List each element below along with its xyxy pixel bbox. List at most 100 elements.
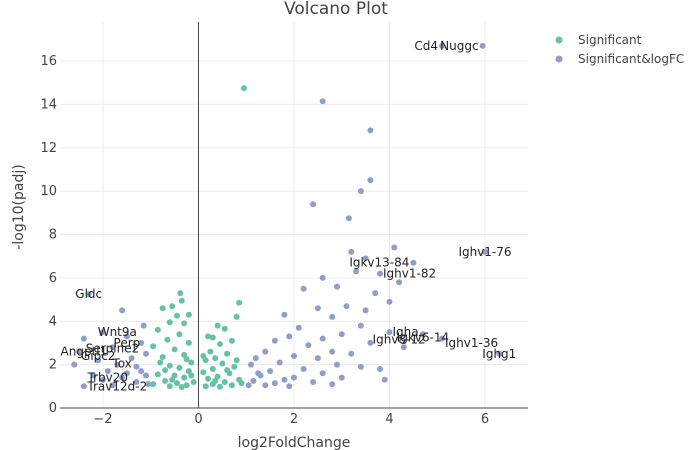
point-significant (214, 322, 221, 329)
point-significant-logfc (305, 342, 312, 349)
point-significant (200, 369, 207, 376)
point-significant-logfc (133, 363, 140, 370)
point-significant (224, 350, 231, 357)
point-significant-logfc (362, 307, 369, 314)
y-tick-label: 4 (49, 314, 57, 329)
gene-label: Ighv1-82 (383, 267, 436, 281)
gene-label: Gipc2 (81, 349, 115, 363)
point-significant (166, 362, 173, 369)
legend-item[interactable]: Significant&logFC (555, 52, 685, 66)
point-significant (150, 343, 157, 350)
point-significant-logfc (100, 329, 106, 336)
point-significant (188, 372, 195, 379)
point-significant (207, 348, 214, 355)
gene-label: Igha (393, 325, 419, 339)
point-significant-logfc (479, 42, 486, 49)
point-significant (150, 381, 157, 388)
point-significant-logfc (357, 363, 364, 370)
point-significant (221, 325, 228, 332)
y-tick-label: 2 (49, 358, 57, 373)
point-significant-logfc (100, 376, 106, 383)
point-significant-logfc (367, 127, 374, 134)
point-significant-logfc (138, 339, 145, 346)
gene-label: Ighv8-12 (373, 333, 426, 347)
gene-label: Tox (111, 357, 131, 371)
point-significant (185, 368, 192, 375)
point-significant-logfc (353, 268, 360, 275)
point-significant-logfc (138, 368, 145, 375)
point-significant-logfc (250, 377, 257, 384)
point-significant-logfc (90, 372, 97, 379)
legend-label: Significant&logFC (578, 52, 684, 66)
gene-label: Wnt9a (98, 325, 137, 339)
point-significant (159, 305, 166, 312)
point-significant-logfc (248, 361, 254, 368)
point-significant-logfc (372, 290, 379, 297)
legend-item[interactable]: Significant (555, 33, 642, 47)
point-significant-logfc (286, 383, 293, 390)
point-significant (174, 380, 180, 387)
point-significant-logfc (310, 201, 317, 208)
point-significant-logfc (109, 344, 116, 351)
point-significant (181, 374, 188, 381)
y-tick-label: 6 (49, 271, 57, 286)
point-significant-logfc (357, 322, 364, 329)
point-significant-logfc (362, 255, 369, 262)
point-significant-logfc (314, 355, 321, 362)
point-significant-logfc (496, 350, 503, 357)
gene-label: Ighv1-76 (458, 245, 511, 259)
gene-label: Trbv20 (87, 371, 129, 385)
point-significant (233, 313, 240, 320)
point-significant (228, 382, 235, 389)
point-significant (228, 337, 235, 344)
point-significant (178, 297, 185, 304)
point-significant (177, 290, 184, 297)
point-significant (166, 319, 173, 326)
point-significant-logfc (252, 355, 259, 362)
legend[interactable]: Significant Significant&logFC (555, 33, 685, 66)
gene-labels: Cd4 NuggcIghv1-76Igkv13-84Ighv1-82IghaIgh… (61, 39, 517, 393)
point-significant (178, 384, 185, 390)
point-significant (212, 377, 219, 384)
point-significant (171, 346, 178, 353)
point-significant-logfc (334, 361, 340, 368)
x-tick-label: 0 (194, 412, 202, 427)
point-significant-logfc (76, 348, 83, 355)
point-significant-logfc (381, 376, 388, 383)
point-significant-logfc (329, 313, 336, 320)
gene-label: Angptl1 (61, 345, 108, 359)
point-significant-logfc (85, 291, 92, 298)
y-tick-label: 10 (40, 184, 57, 199)
x-tick-label: −2 (93, 412, 112, 427)
point-significant-logfc (343, 303, 350, 310)
point-significant-logfc (262, 348, 269, 355)
point-significant-logfc (338, 331, 345, 338)
point-significant (176, 364, 183, 371)
x-axis-title: log2FoldChange (238, 435, 351, 450)
point-significant (185, 311, 192, 318)
legend-marker (555, 36, 563, 44)
point-significant-logfc (145, 381, 152, 388)
point-significant (221, 379, 228, 385)
point-significant-logfc (245, 382, 252, 389)
point-significant-logfc (295, 324, 302, 331)
point-significant-logfc (95, 357, 102, 364)
point-significant-logfc (271, 337, 278, 344)
point-significant-logfc (80, 383, 87, 390)
gene-label: Perp (114, 336, 141, 350)
point-significant-logfc (286, 333, 293, 340)
point-significant-logfc (255, 370, 262, 377)
point-significant-logfc (377, 366, 383, 372)
point-significant (217, 341, 223, 347)
point-significant-logfc (482, 248, 488, 255)
point-significant-logfc (329, 381, 336, 388)
point-significant-logfc (291, 353, 297, 359)
point-significant-logfc (300, 366, 307, 372)
point-significant (183, 382, 190, 389)
gene-label: Gldc (75, 287, 102, 301)
point-significant-logfc (348, 350, 355, 357)
point-significant (176, 331, 183, 338)
point-significant-logfc (367, 177, 374, 184)
point-significant-logfc (128, 355, 135, 362)
point-significant-logfc (133, 379, 140, 385)
